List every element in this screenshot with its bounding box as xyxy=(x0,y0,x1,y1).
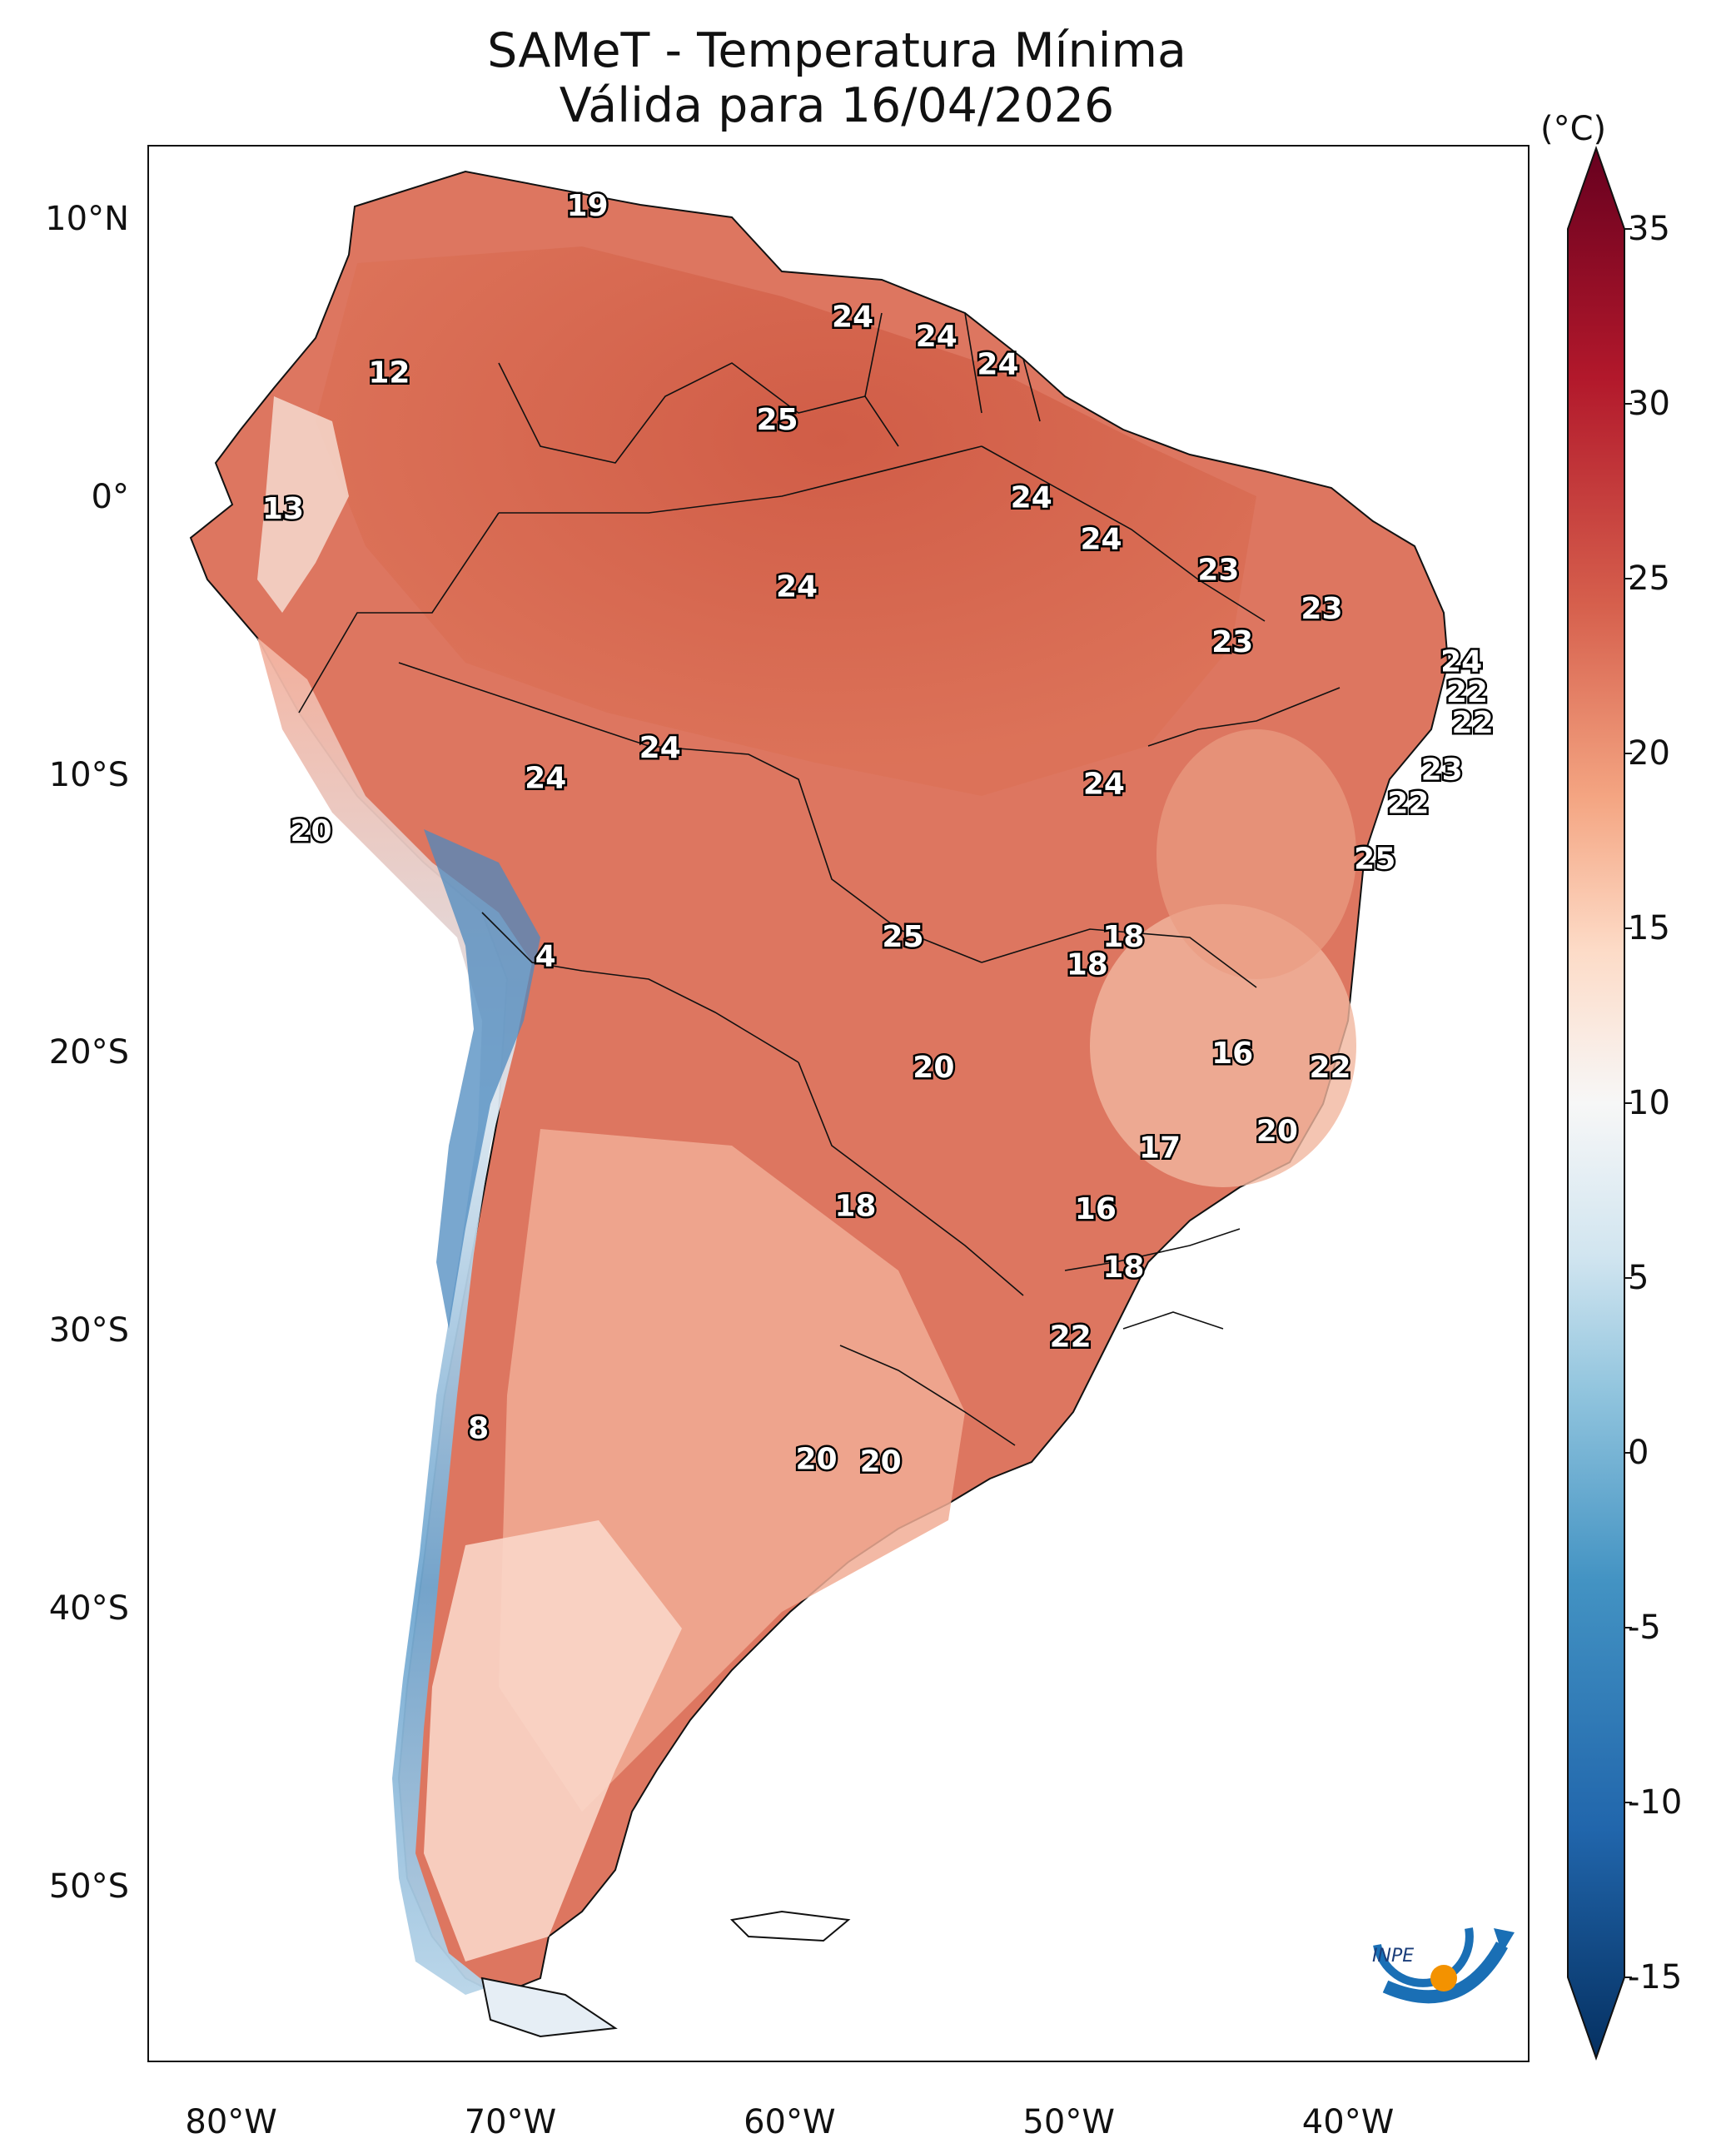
temperature-label: 22 xyxy=(1387,787,1429,821)
temperature-label: 13 xyxy=(262,492,304,526)
inpe-logo: INPE xyxy=(1372,1927,1515,2004)
latitude-tick-label: 40°S xyxy=(48,1589,129,1628)
temperature-label: 18 xyxy=(834,1190,876,1224)
temperature-label: 24 xyxy=(776,569,818,604)
colorbar-tick-label: -10 xyxy=(1628,1783,1683,1822)
latitude-tick-label: 0° xyxy=(91,477,129,516)
temperature-label: 24 xyxy=(639,731,681,765)
colorbar-tick-label: 0 xyxy=(1628,1434,1649,1472)
colorbar-tick-label: 20 xyxy=(1628,734,1670,773)
colorbar-unit: (°C) xyxy=(1540,110,1607,148)
temperature-label: 24 xyxy=(1011,481,1052,515)
colorbar-tick-label: 25 xyxy=(1628,559,1670,598)
temperature-label: 18 xyxy=(1067,947,1108,982)
temperature-label: 20 xyxy=(913,1051,954,1085)
temperature-label: 20 xyxy=(290,814,331,848)
temperature-label: 25 xyxy=(882,920,923,954)
longitude-tick-label: 70°W xyxy=(464,2103,557,2141)
temperature-label: 18 xyxy=(1102,1251,1144,1285)
temperature-label: 18 xyxy=(1102,920,1144,954)
colorbar-tick-label: 35 xyxy=(1628,210,1670,248)
temperature-label: 23 xyxy=(1301,592,1342,626)
latitude-tick-label: 10°N xyxy=(45,200,129,239)
temperature-label: 19 xyxy=(566,189,608,223)
colorbar-tick-label: 10 xyxy=(1628,1084,1670,1122)
temperature-label: 22 xyxy=(1446,675,1488,709)
temperature-label: 16 xyxy=(1075,1192,1117,1226)
temperature-label: 17 xyxy=(1139,1131,1181,1166)
latitude-tick-label: 50°S xyxy=(48,1867,129,1906)
colorbar-tick-label: 15 xyxy=(1628,909,1670,947)
latitude-tick-label: 10°S xyxy=(48,755,129,794)
longitude-tick-label: 40°W xyxy=(1301,2103,1395,2141)
logo-text: INPE xyxy=(1372,1946,1414,1967)
temperature-label: 12 xyxy=(368,356,410,390)
latitude-tick-label: 20°S xyxy=(48,1033,129,1072)
temperature-label: 24 xyxy=(1081,523,1122,557)
temperature-label: 23 xyxy=(1421,753,1463,788)
temperature-label: 22 xyxy=(1309,1051,1350,1085)
temperature-label: 16 xyxy=(1211,1037,1253,1071)
map-subtitle: Válida para 16/04/2026 xyxy=(559,78,1115,133)
map-title: SAMeT - Temperatura Mínima xyxy=(487,23,1186,78)
temperature-label: 24 xyxy=(977,347,1018,381)
temperature-label: 24 xyxy=(525,762,566,796)
temperature-label: 22 xyxy=(1050,1320,1092,1355)
colorbar-tick-label: 30 xyxy=(1628,385,1670,423)
temperature-label: 23 xyxy=(1211,625,1253,659)
temperature-label: 25 xyxy=(756,403,798,437)
temperature-label: 24 xyxy=(1440,644,1482,679)
temperature-label: 24 xyxy=(832,301,873,335)
temperature-label: 20 xyxy=(1256,1115,1298,1149)
colorbar-tick-label: 5 xyxy=(1628,1259,1649,1297)
country-borders xyxy=(298,312,1341,1446)
longitude-tick-label: 60°W xyxy=(744,2103,836,2141)
temperature-label: 24 xyxy=(1083,767,1125,801)
continent xyxy=(189,170,1450,2038)
colorbar-tick-label: -15 xyxy=(1628,1958,1683,1996)
colorbar-tick-label: -5 xyxy=(1628,1609,1661,1647)
temperature-label: 20 xyxy=(860,1445,902,1479)
temperature-label: 22 xyxy=(1452,706,1494,740)
temperature-label: 24 xyxy=(916,320,958,354)
map-panel: 19 12 24 24 24 25 13 24 24 23 24 23 23 24 22 22 24 23 24 24… xyxy=(147,145,1530,2062)
temperature-label: 23 xyxy=(1197,553,1239,587)
temperature-label: 4 xyxy=(535,939,556,973)
longitude-tick-label: 80°W xyxy=(185,2103,277,2141)
longitude-tick-label: 50°W xyxy=(1022,2103,1115,2141)
temperature-label: 8 xyxy=(468,1412,489,1446)
colorbar xyxy=(1567,146,1632,2061)
temperature-label: 25 xyxy=(1354,842,1395,876)
latitude-tick-label: 30°S xyxy=(48,1311,129,1350)
temperature-label: 20 xyxy=(795,1442,837,1476)
